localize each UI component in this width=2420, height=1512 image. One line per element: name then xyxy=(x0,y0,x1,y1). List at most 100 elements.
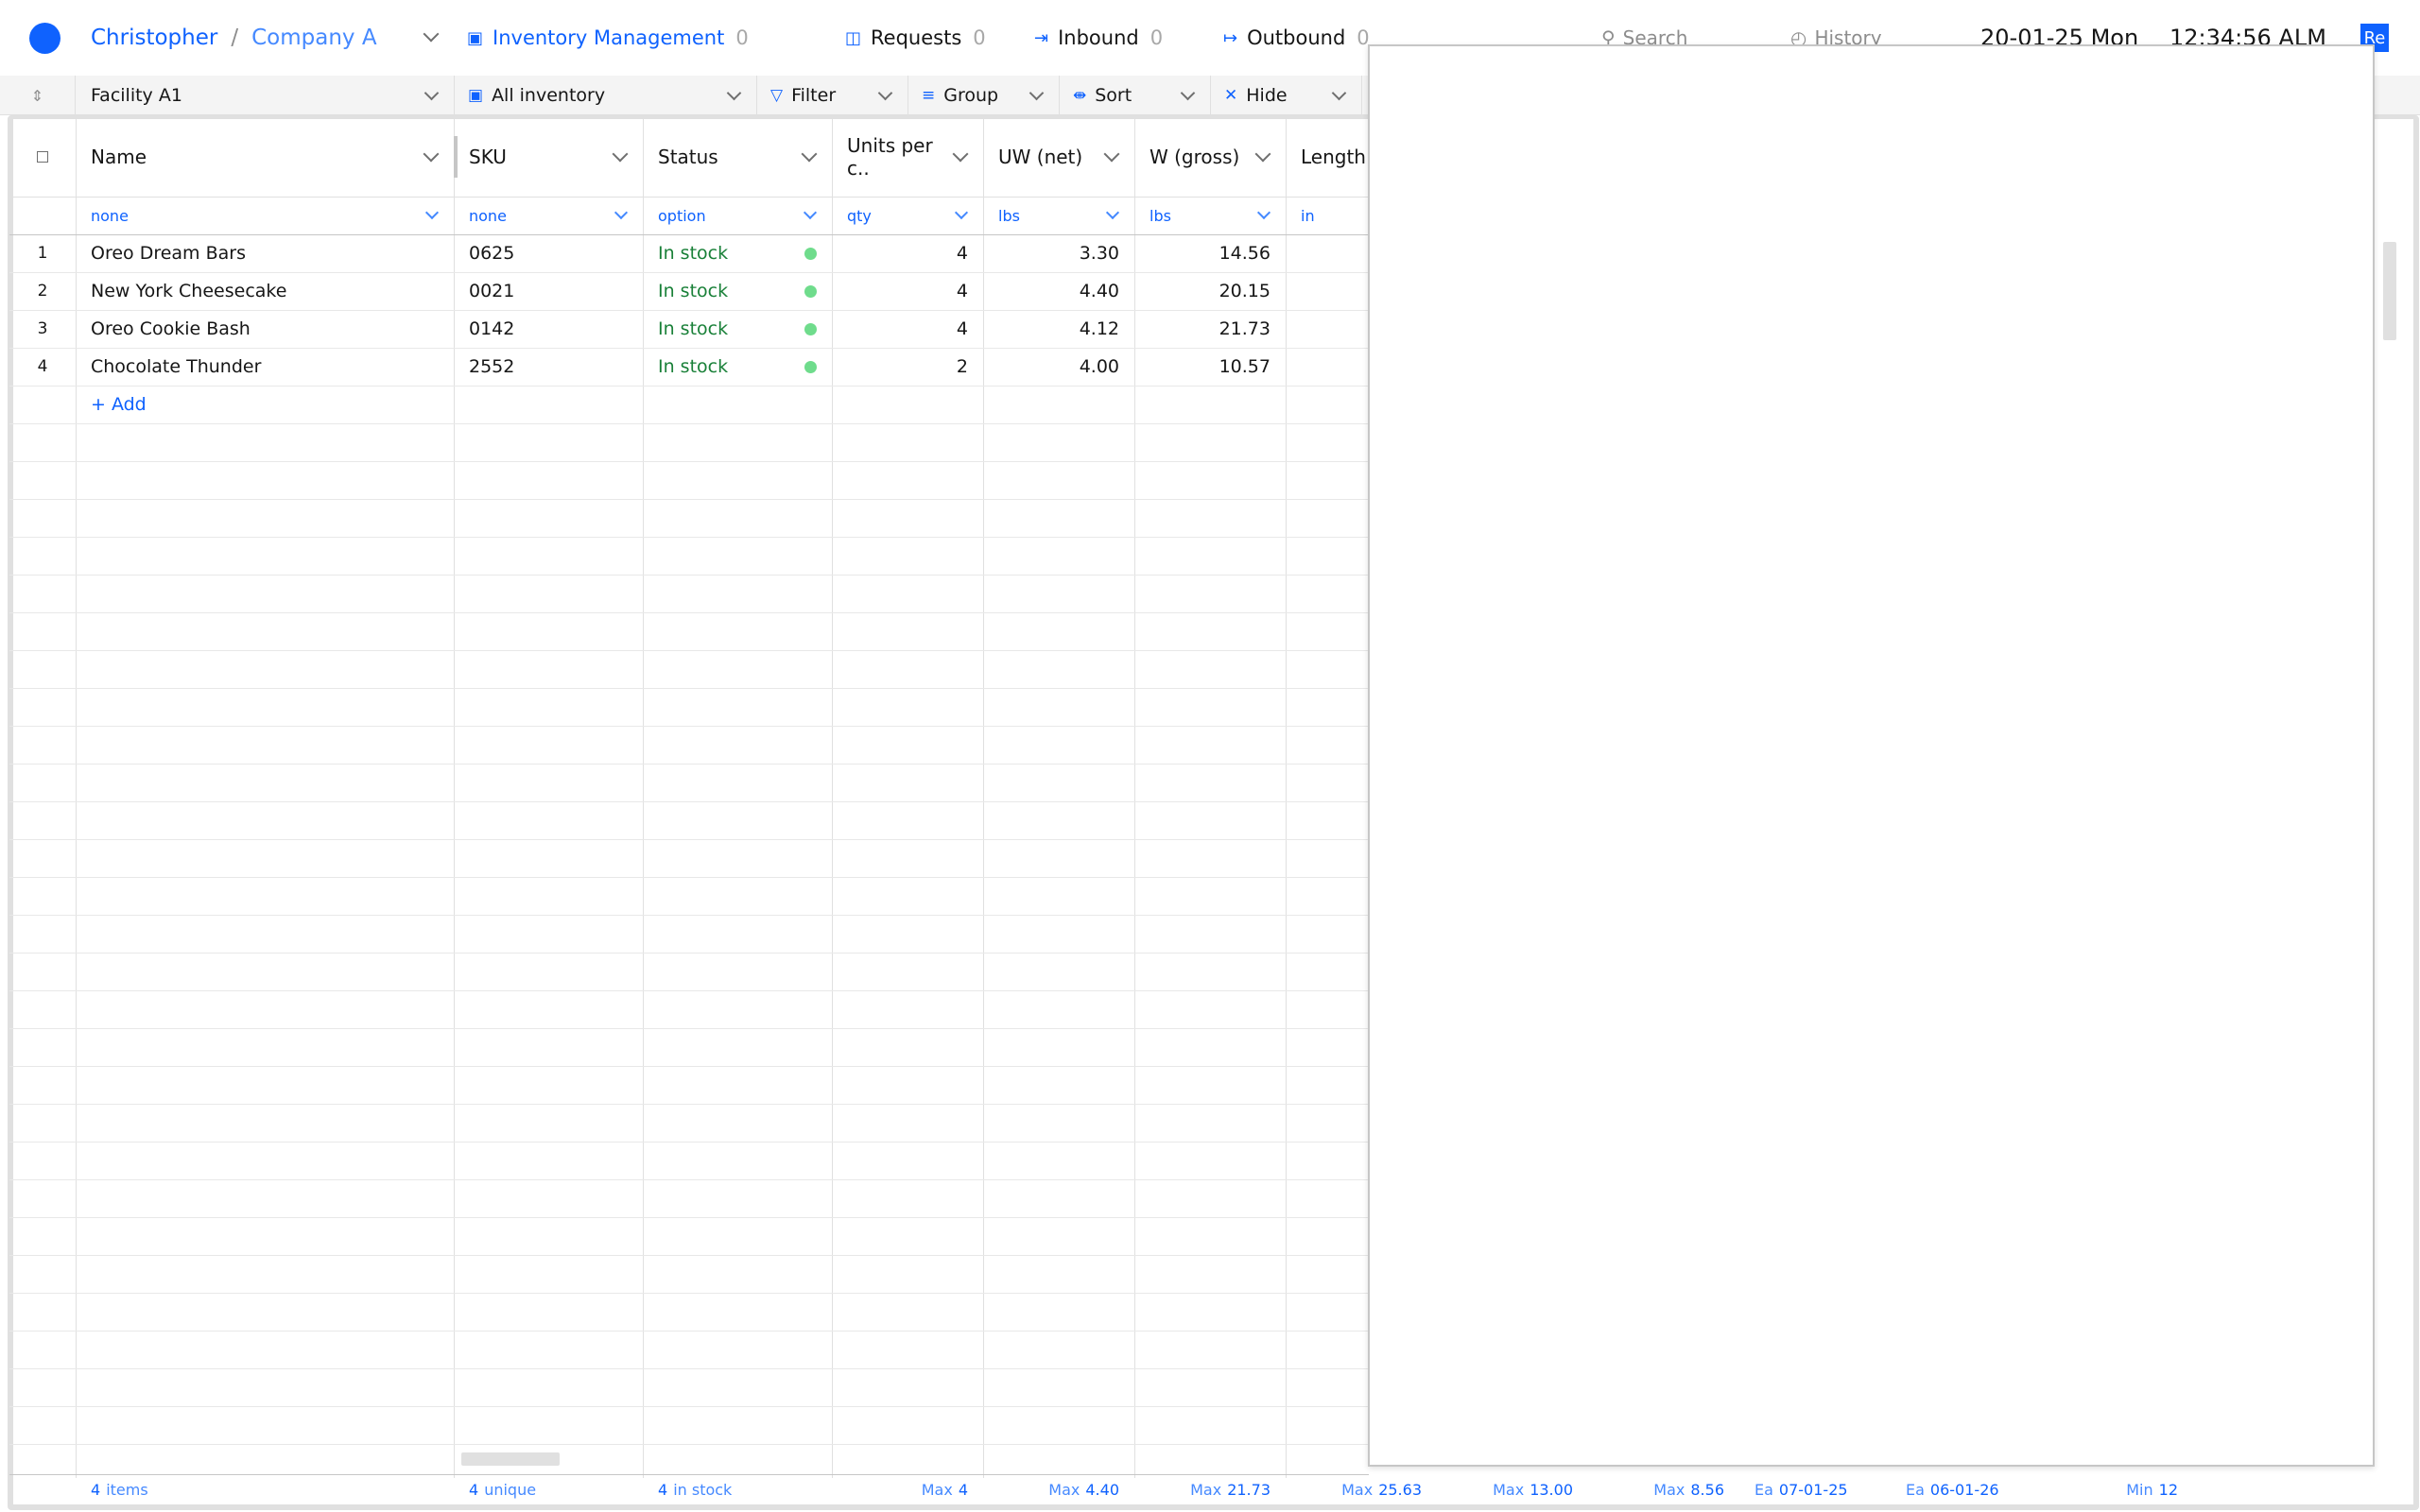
column-header-status[interactable]: Status xyxy=(658,117,828,197)
footer-summary-label: Min xyxy=(2126,1480,2153,1499)
company-dropdown-button[interactable] xyxy=(423,0,440,76)
view-dropdown[interactable]: ▣ All inventory xyxy=(455,76,757,115)
breadcrumb-separator: / xyxy=(231,26,239,50)
row-gridline xyxy=(9,386,1369,387)
nav-label: Inbound xyxy=(1058,26,1139,49)
row-gridline xyxy=(9,877,1369,878)
nav-label: Inventory Management xyxy=(493,26,725,49)
cell-units[interactable]: 4 xyxy=(956,243,968,264)
cell-units[interactable]: 4 xyxy=(956,281,968,301)
footer-summary-value: 4 xyxy=(958,1480,968,1499)
footer-summary-value: 21.73 xyxy=(1227,1480,1270,1499)
unit-selector-units[interactable]: qty xyxy=(847,197,979,234)
column-header-w-gross[interactable]: W (gross) xyxy=(1150,117,1282,197)
unit-selector-length[interactable]: in xyxy=(1301,197,1376,234)
hide-button[interactable]: ✕ Hide xyxy=(1211,76,1362,115)
row-gridline xyxy=(9,915,1369,916)
cell-w-gross[interactable]: 10.57 xyxy=(1219,356,1270,377)
chevron-down-icon xyxy=(612,146,629,163)
cell-sku[interactable]: 0142 xyxy=(469,318,515,339)
nav-requests[interactable]: ◫ Requests 0 xyxy=(845,0,986,76)
row-gridline xyxy=(9,1104,1369,1105)
cell-name[interactable]: New York Cheesecake xyxy=(91,281,287,301)
row-gridline xyxy=(9,1368,1369,1369)
cell-status[interactable]: In stock xyxy=(658,281,729,301)
cell-sku[interactable]: 0021 xyxy=(469,281,515,301)
cell-uw-net[interactable]: 4.40 xyxy=(1079,281,1119,301)
nav-count: 0 xyxy=(973,26,986,49)
nav-inbound[interactable]: ⇥ Inbound 0 xyxy=(1034,0,1163,76)
chevron-down-icon xyxy=(1103,146,1120,163)
column-header-name[interactable]: Name xyxy=(91,117,450,197)
breadcrumb-user[interactable]: Christopher xyxy=(91,26,218,50)
column-resize-handle[interactable] xyxy=(454,136,458,178)
column-header-label: Status xyxy=(658,146,718,168)
row-gridline xyxy=(9,1293,1369,1294)
cell-uw-net[interactable]: 4.00 xyxy=(1079,356,1119,377)
add-row-button[interactable]: + Add xyxy=(91,394,147,415)
cell-units[interactable]: 4 xyxy=(956,318,968,339)
cell-w-gross[interactable]: 21.73 xyxy=(1219,318,1270,339)
row-gridline xyxy=(9,423,1369,424)
cell-w-gross[interactable]: 20.15 xyxy=(1219,281,1270,301)
inbound-icon: ⇥ xyxy=(1034,27,1049,48)
filter-button[interactable]: ▽ Filter xyxy=(757,76,908,115)
chevron-down-icon xyxy=(424,85,440,100)
cell-name[interactable]: Oreo Cookie Bash xyxy=(91,318,251,339)
brand-logo[interactable] xyxy=(29,23,60,54)
column-header-uw-net[interactable]: UW (net) xyxy=(998,117,1131,197)
row-gridline xyxy=(9,726,1369,727)
footer-summary-cell: Max 4.40 xyxy=(977,1474,1119,1504)
cell-sku[interactable]: 2552 xyxy=(469,356,515,377)
chevron-down-icon xyxy=(1028,85,1045,100)
unit-label: option xyxy=(658,206,706,225)
footer-summary-value: 4.40 xyxy=(1085,1480,1119,1499)
cell-name[interactable]: Chocolate Thunder xyxy=(91,356,262,377)
cell-name[interactable]: Oreo Dream Bars xyxy=(91,243,246,264)
row-gridline xyxy=(9,537,1369,538)
nav-inventory-management[interactable]: ▣ Inventory Management 0 xyxy=(467,0,749,76)
chevron-down-icon xyxy=(877,85,893,100)
column-header-units[interactable]: Units per c.. xyxy=(847,117,979,197)
footer-items-count: 4 items xyxy=(91,1474,148,1504)
cell-status[interactable]: In stock xyxy=(658,356,729,377)
cell-w-gross[interactable]: 14.56 xyxy=(1219,243,1270,264)
cell-uw-net[interactable]: 4.12 xyxy=(1079,318,1119,339)
cell-status[interactable]: In stock xyxy=(658,318,729,339)
unit-selector-status[interactable]: option xyxy=(658,197,828,234)
blank-overlay-panel[interactable] xyxy=(1368,44,2375,1467)
row-gridline xyxy=(9,764,1369,765)
cell-units[interactable]: 2 xyxy=(956,356,968,377)
unit-selector-sku[interactable]: none xyxy=(469,197,639,234)
select-all-checkbox[interactable] xyxy=(9,117,76,197)
cell-status[interactable]: In stock xyxy=(658,243,729,264)
cell-sku[interactable]: 0625 xyxy=(469,243,515,264)
footer-summary-cell: Min 12 xyxy=(2036,1474,2178,1504)
column-header-sku[interactable]: SKU xyxy=(469,117,639,197)
row-gridline xyxy=(9,1217,1369,1218)
row-gridline xyxy=(9,839,1369,840)
sort-button[interactable]: ⇼ Sort xyxy=(1060,76,1211,115)
status-indicator-dot xyxy=(804,248,817,260)
nav-outbound[interactable]: ↦ Outbound 0 xyxy=(1223,0,1370,76)
column-header-label: UW (net) xyxy=(998,146,1083,168)
column-header-length[interactable]: Length xyxy=(1301,117,1376,197)
row-gridline xyxy=(9,1331,1369,1332)
horizontal-scrollbar[interactable] xyxy=(461,1452,560,1466)
unit-selector-w-gross[interactable]: lbs xyxy=(1150,197,1282,234)
breadcrumb-company[interactable]: Company A xyxy=(251,26,377,50)
unit-label: qty xyxy=(847,206,872,225)
footer-summary-value: 07-01-25 xyxy=(1778,1480,1848,1499)
nav-count: 0 xyxy=(735,26,749,49)
collapse-toggle-button[interactable]: ⇕ xyxy=(0,76,76,115)
unit-selector-uw-net[interactable]: lbs xyxy=(998,197,1131,234)
row-gridline xyxy=(9,953,1369,954)
column-header-label: Length xyxy=(1301,146,1366,168)
expand-collapse-icon: ⇕ xyxy=(30,86,44,105)
chevron-down-icon xyxy=(801,146,818,163)
group-button[interactable]: ≡ Group xyxy=(908,76,1060,115)
unit-selector-name[interactable]: none xyxy=(91,197,450,234)
cell-uw-net[interactable]: 3.30 xyxy=(1079,243,1119,264)
vertical-scrollbar[interactable] xyxy=(2383,242,2396,340)
facility-dropdown[interactable]: Facility A1 xyxy=(76,76,455,115)
